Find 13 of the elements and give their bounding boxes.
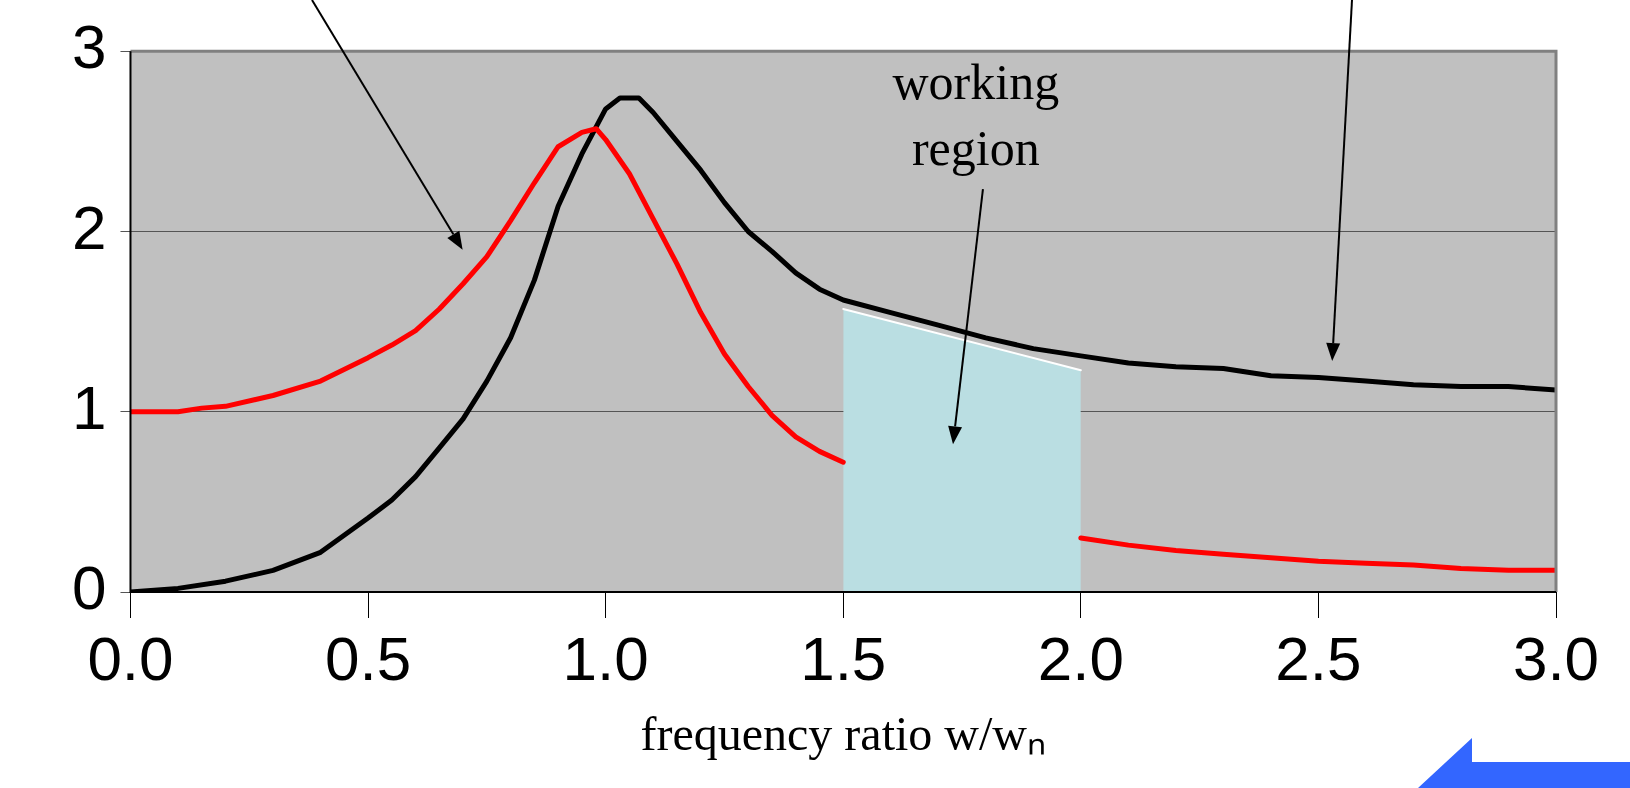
x-tick-label: 1.0 [562, 624, 649, 694]
x-tick-label: 0.0 [87, 624, 174, 694]
x-axis-title: frequency ratio w/wₙ [640, 706, 1046, 760]
x-tick-label: 2.0 [1037, 624, 1124, 694]
x-tick-label: 1.5 [800, 624, 887, 694]
annotation: working region [892, 54, 1060, 177]
x-tick-label: 0.5 [324, 624, 412, 694]
x-tick-label: 3.0 [1512, 624, 1600, 694]
y-tick-label: 2 [72, 192, 107, 262]
y-tick-label: 0 [72, 553, 107, 623]
y-tick-label: 3 [72, 12, 107, 82]
x-tick-label: 2.5 [1275, 624, 1362, 694]
y-tick-label: 1 [72, 372, 107, 442]
